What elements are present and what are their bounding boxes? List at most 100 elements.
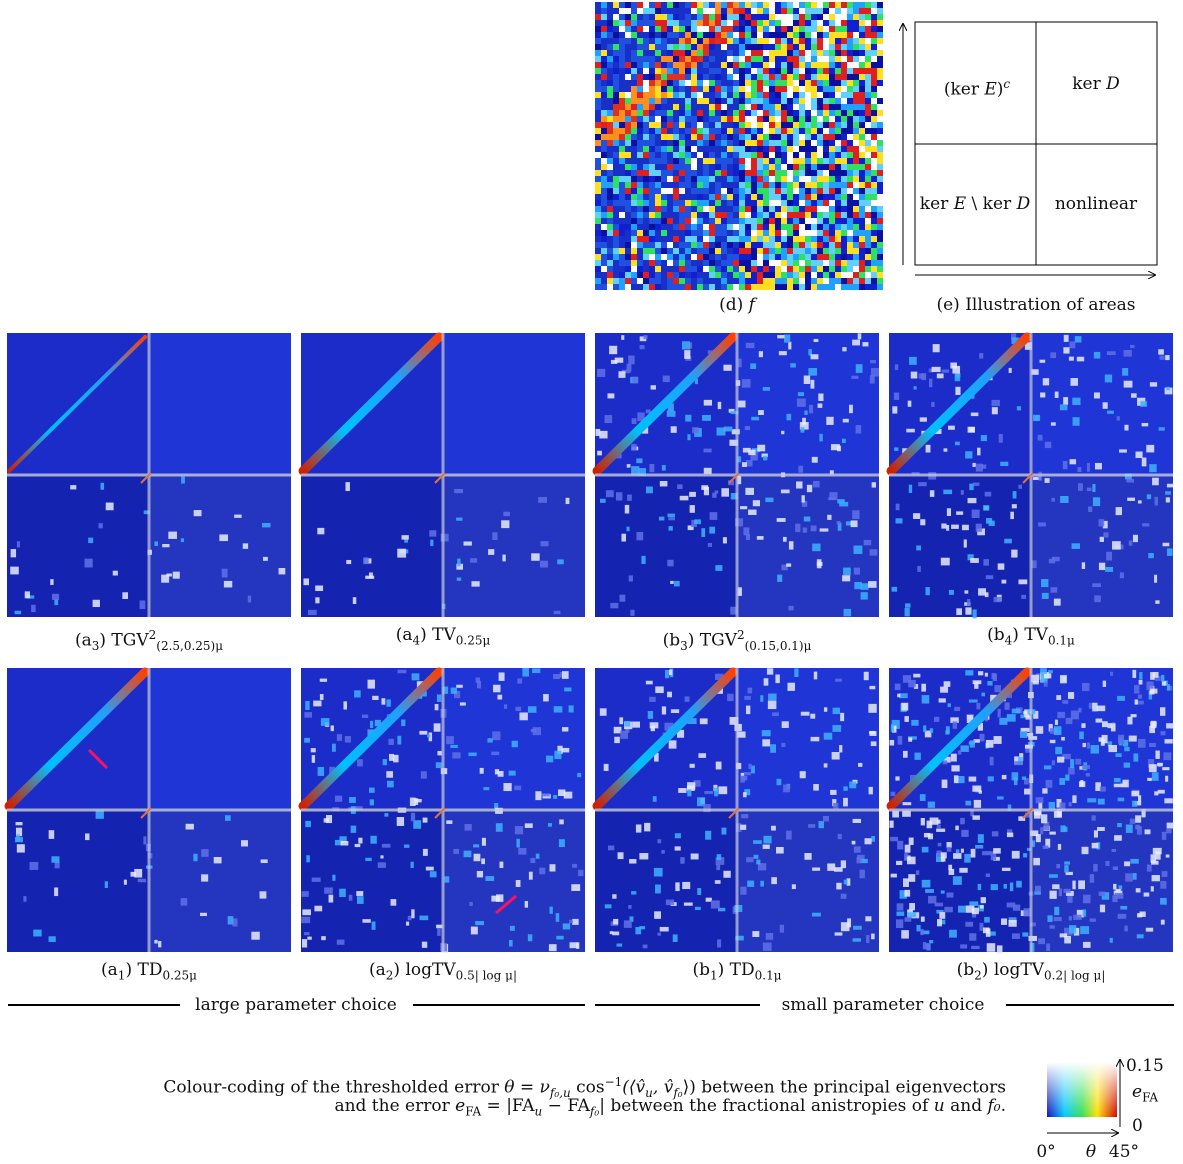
- pixel: [859, 104, 865, 110]
- pixel: [763, 188, 769, 194]
- pixel: [703, 32, 709, 38]
- speckle: [530, 858, 535, 863]
- pixel: [835, 122, 841, 128]
- speckle: [1042, 788, 1047, 793]
- speckle: [1065, 775, 1069, 781]
- pixel: [799, 272, 805, 278]
- pixel: [751, 266, 757, 272]
- pixel: [673, 128, 679, 134]
- pixel: [601, 62, 607, 68]
- speckle: [437, 929, 441, 936]
- pixel: [625, 170, 631, 176]
- speckle: [985, 673, 988, 677]
- pixel: [757, 224, 763, 230]
- pixel: [643, 98, 649, 104]
- pixel: [763, 212, 769, 218]
- speckle: [984, 917, 990, 923]
- pixel: [877, 242, 883, 248]
- pixel: [859, 212, 865, 218]
- speckle: [1092, 703, 1097, 712]
- pixel: [811, 14, 817, 20]
- pixel: [871, 230, 877, 236]
- pixel: [631, 254, 637, 260]
- pixel: [709, 146, 715, 152]
- speckle: [662, 465, 666, 471]
- speckle: [1124, 381, 1133, 388]
- pixel: [619, 200, 625, 206]
- pixel: [835, 242, 841, 248]
- pixel: [607, 278, 613, 284]
- pixel: [841, 176, 847, 182]
- pixel: [643, 236, 649, 242]
- speckle: [383, 759, 387, 765]
- speckle: [819, 821, 824, 828]
- speckle: [549, 944, 557, 951]
- pixel: [727, 158, 733, 164]
- pixel: [601, 26, 607, 32]
- pixel: [643, 242, 649, 248]
- pixel: [865, 206, 871, 212]
- speckle: [999, 718, 1007, 725]
- pixel: [859, 260, 865, 266]
- speckle: [913, 513, 920, 519]
- pixel: [679, 110, 685, 116]
- speckle: [941, 523, 946, 528]
- text-part: 2: [974, 968, 982, 982]
- pixel: [739, 38, 745, 44]
- pixel: [841, 38, 847, 44]
- pixel: [823, 20, 829, 26]
- pixel: [601, 182, 607, 188]
- pixel: [859, 164, 865, 170]
- speckle: [1051, 587, 1058, 592]
- speckle: [669, 526, 673, 531]
- speckle: [972, 785, 981, 791]
- pixel: [661, 266, 667, 272]
- pixel: [697, 38, 703, 44]
- speckle: [308, 610, 317, 615]
- speckle: [1163, 752, 1171, 760]
- pixel: [685, 224, 691, 230]
- speckle: [905, 603, 910, 607]
- pixel: [793, 230, 799, 236]
- pixel: [613, 242, 619, 248]
- pixel: [817, 182, 823, 188]
- speckle: [950, 363, 957, 369]
- pixel: [817, 158, 823, 164]
- pixel: [769, 2, 775, 8]
- pixel: [853, 218, 859, 224]
- pixel: [841, 134, 847, 140]
- text-part: (d): [719, 295, 749, 315]
- pixel: [859, 8, 865, 14]
- speckle: [1000, 462, 1008, 466]
- pixel: [631, 176, 637, 182]
- speckle: [762, 730, 771, 736]
- speckle: [925, 587, 929, 595]
- pixel: [769, 86, 775, 92]
- speckle: [243, 543, 248, 548]
- pixel: [775, 176, 781, 182]
- pixel: [643, 122, 649, 128]
- speckle: [311, 748, 316, 752]
- speckle: [675, 882, 679, 891]
- pixel: [853, 20, 859, 26]
- pixel: [679, 128, 685, 134]
- pixel: [847, 182, 853, 188]
- pixel: [637, 266, 643, 272]
- speckle: [522, 668, 529, 677]
- pixel: [721, 236, 727, 242]
- pixel: [595, 260, 601, 266]
- pixel: [733, 224, 739, 230]
- text-part: ker: [920, 194, 954, 214]
- pixel: [625, 68, 631, 74]
- speckle: [224, 581, 232, 588]
- pixel: [733, 62, 739, 68]
- pixel: [661, 104, 667, 110]
- speckle: [605, 904, 612, 908]
- pixel: [649, 32, 655, 38]
- pixel: [811, 26, 817, 32]
- speckle: [797, 398, 806, 406]
- pixel: [775, 128, 781, 134]
- speckle: [1051, 498, 1054, 502]
- speckle: [965, 670, 973, 675]
- pixel: [805, 152, 811, 158]
